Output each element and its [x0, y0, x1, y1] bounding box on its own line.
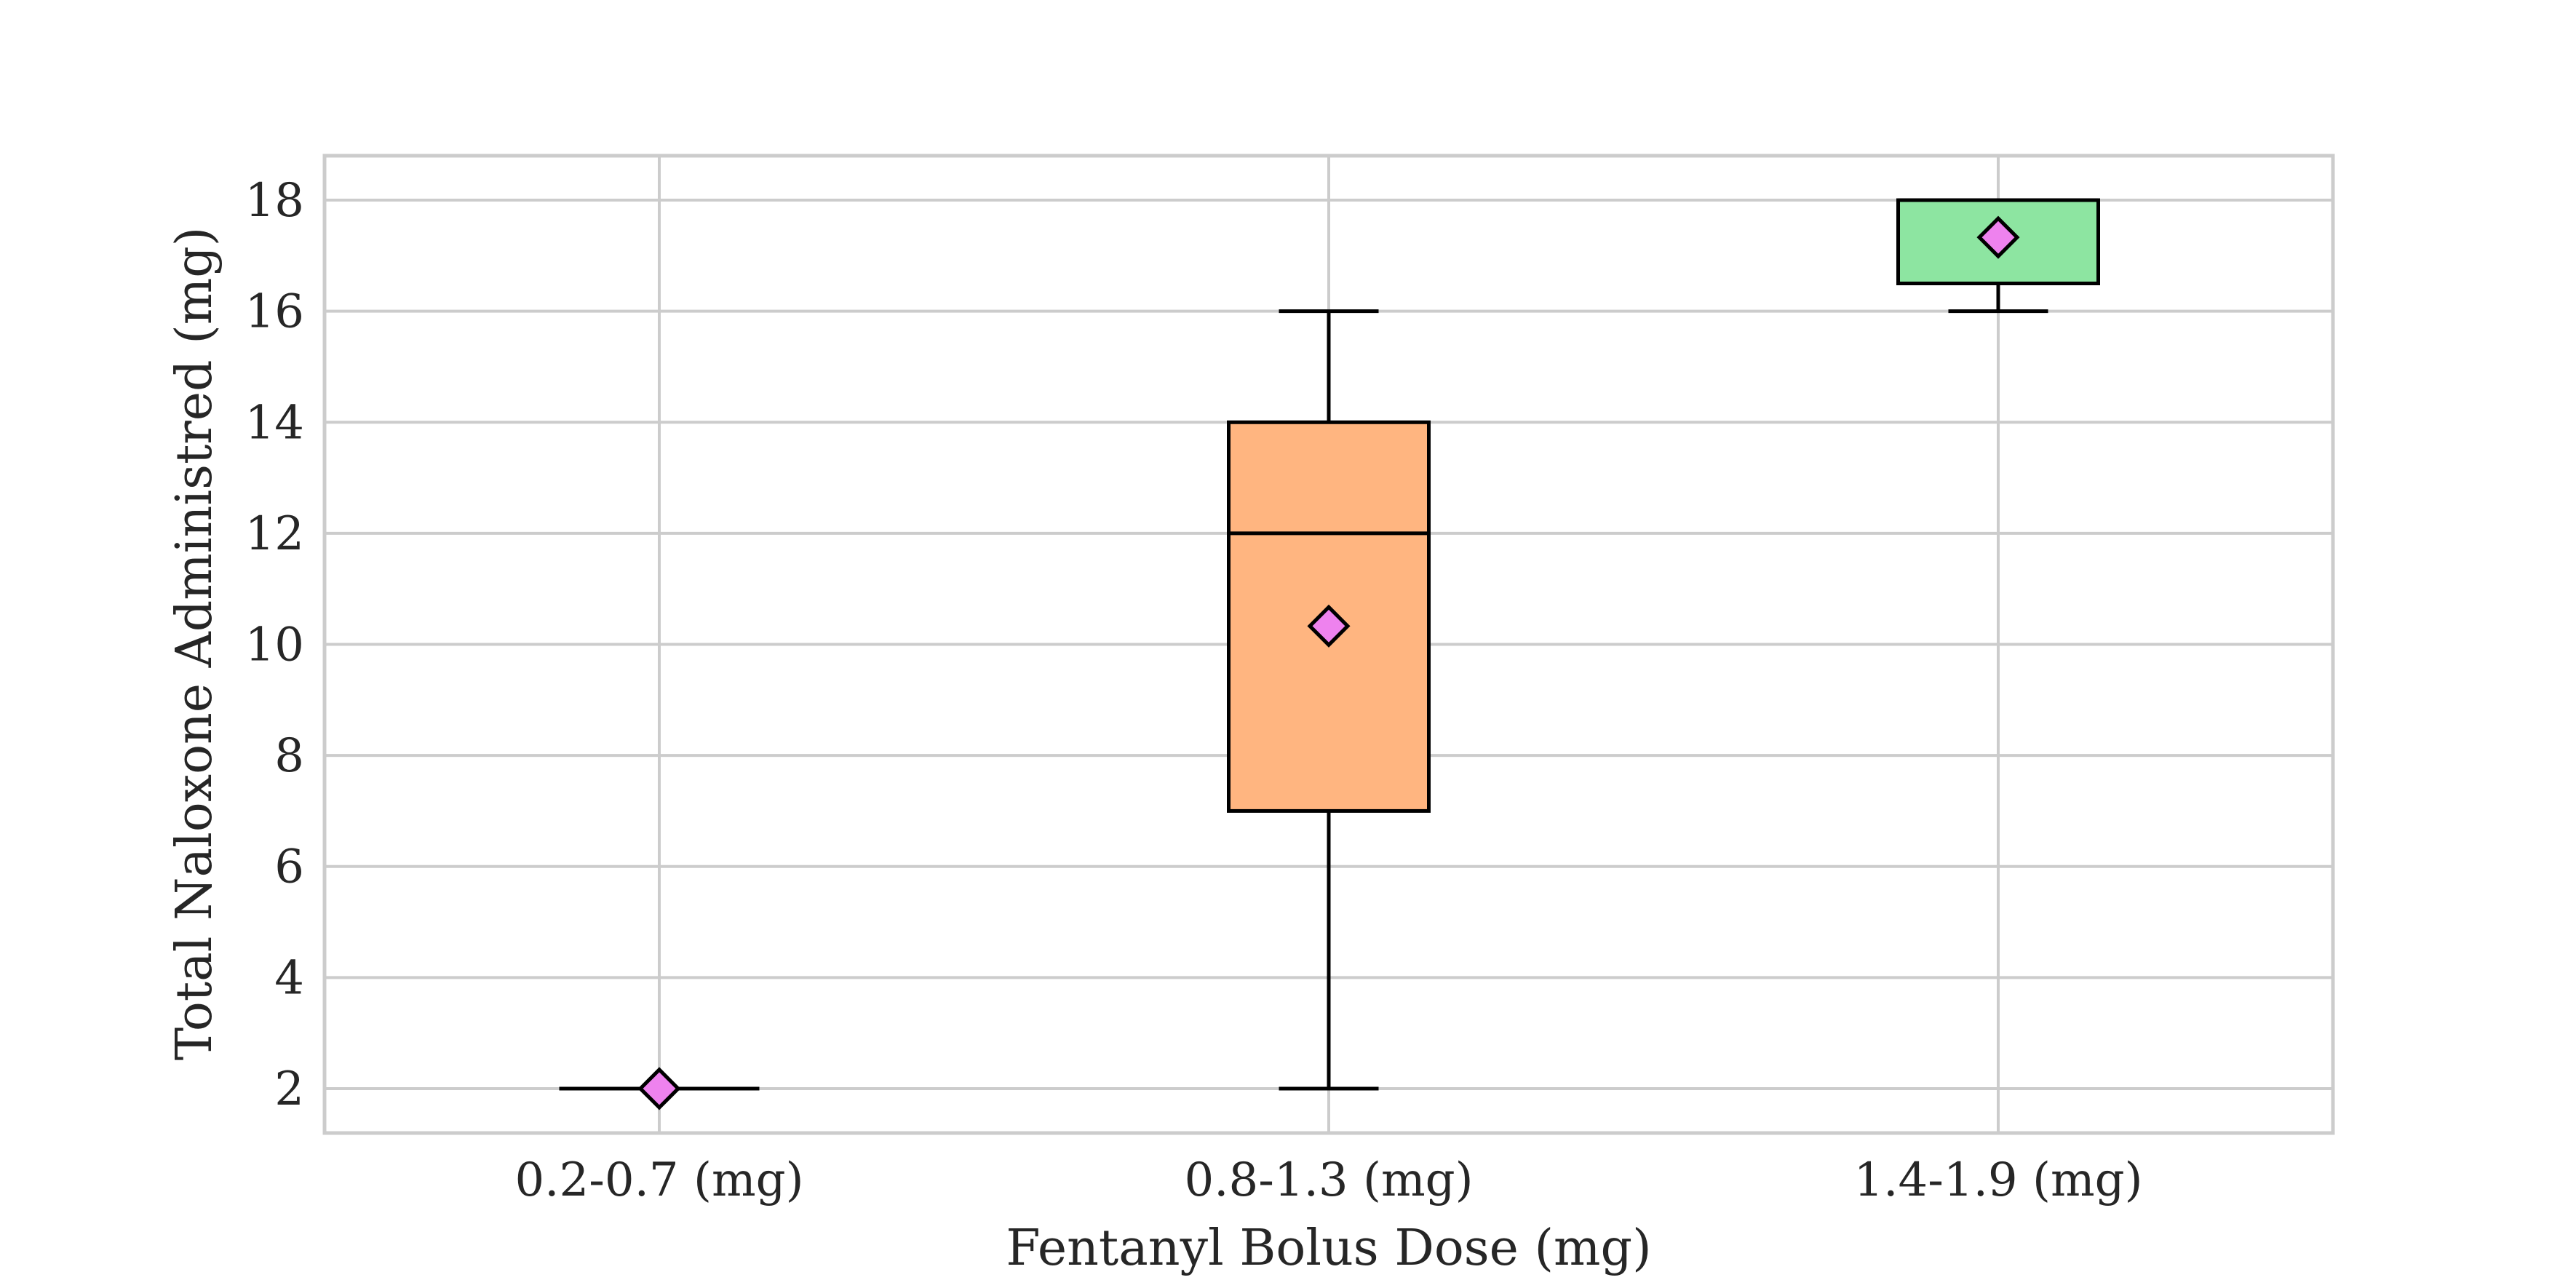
y-axis-label: Total Naloxone Administred (mg): [166, 227, 223, 1061]
y-tick-labels: 2 4 6 8 10 12 14 16 18: [245, 174, 304, 1116]
y-tick-label: 18: [245, 174, 304, 228]
mean-marker: [1976, 215, 2020, 259]
x-tick-label: 0.2-0.7 (mg): [514, 1153, 803, 1207]
y-tick-label: 10: [245, 619, 304, 672]
x-axis-label: Fentanyl Bolus Dose (mg): [1006, 1220, 1651, 1277]
x-tick-label: 0.8-1.3 (mg): [1184, 1153, 1473, 1207]
y-tick-label: 2: [274, 1062, 304, 1116]
y-tick-label: 14: [245, 396, 304, 450]
y-tick-label: 4: [274, 951, 304, 1005]
y-tick-label: 16: [245, 285, 304, 339]
x-tick-labels: 0.2-0.7 (mg) 0.8-1.3 (mg) 1.4-1.9 (mg): [514, 1153, 2142, 1207]
y-tick-label: 6: [274, 840, 304, 894]
box-group: [1896, 198, 2100, 314]
plot-frame: [322, 154, 2335, 1135]
x-tick-label: 1.4-1.9 (mg): [1853, 1153, 2142, 1207]
mean-marker: [637, 1067, 681, 1110]
box-group: [1227, 309, 1431, 1091]
y-tick-label: 12: [245, 507, 304, 561]
mean-marker: [1307, 604, 1351, 648]
y-tick-label: 8: [274, 729, 304, 783]
box-group: [559, 1067, 760, 1110]
boxes: [559, 198, 2100, 1110]
